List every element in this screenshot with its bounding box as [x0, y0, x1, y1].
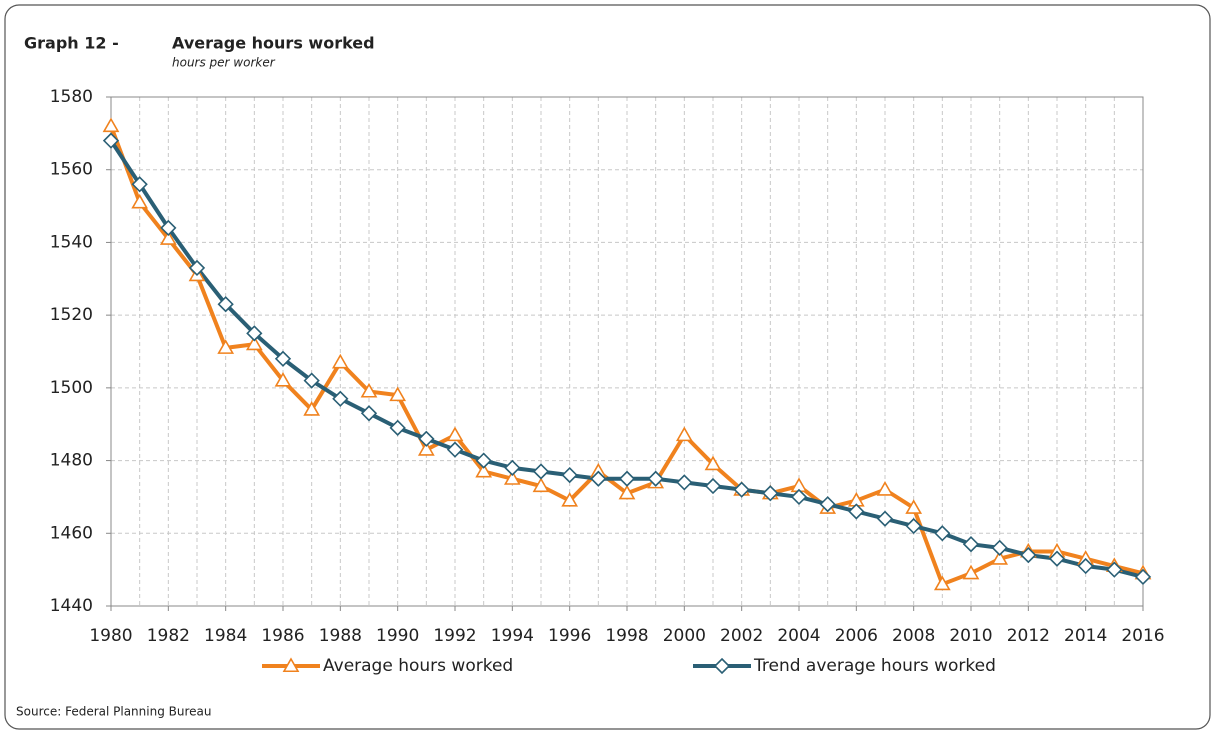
plot-border: [110, 96, 1144, 607]
triangle-marker: [446, 426, 464, 442]
triangle-marker: [282, 657, 300, 673]
diamond-marker: [332, 390, 349, 407]
x-tick-label: 1990: [376, 626, 419, 646]
triangle-marker: [360, 382, 378, 398]
triangle-marker: [618, 484, 636, 500]
x-tick-label: 1986: [261, 626, 304, 646]
diamond-marker: [188, 259, 206, 277]
triangle-marker: [876, 481, 894, 496]
x-tick-label: 2012: [1007, 626, 1050, 646]
diamond-marker: [446, 441, 464, 458]
triangle-marker: [274, 371, 292, 387]
x-tick-label: 1998: [605, 626, 648, 646]
x-tick-label: 2010: [949, 626, 992, 646]
diamond-marker: [561, 466, 578, 484]
triangle-marker: [905, 499, 923, 514]
x-tick-label: 2002: [720, 626, 763, 646]
diamond-marker: [1106, 561, 1123, 578]
diamond-marker: [905, 517, 922, 535]
diamond-marker: [991, 539, 1008, 556]
x-tick-label: 1988: [319, 626, 362, 646]
triangle-marker: [159, 230, 177, 245]
y-tick-label: 1520: [50, 305, 93, 325]
diamond-marker: [590, 470, 607, 487]
diamond-marker: [713, 657, 731, 675]
triangle-marker: [704, 455, 722, 471]
diamond-marker: [160, 219, 177, 237]
diamond-marker: [848, 503, 865, 520]
diamond-marker: [1134, 568, 1152, 586]
x-tick-label: 1992: [433, 626, 476, 646]
legend-label: Average hours worked: [323, 656, 513, 676]
triangle-marker: [933, 575, 951, 591]
y-tick-label: 1580: [50, 87, 93, 107]
triangle-marker: [131, 193, 149, 209]
triangle-marker: [389, 386, 407, 402]
diamond-marker: [676, 474, 693, 491]
triangle-marker: [245, 335, 263, 351]
triangle-marker: [675, 426, 693, 442]
diamond-marker: [389, 419, 406, 436]
diamond-marker: [704, 477, 722, 495]
diamond-marker: [647, 470, 664, 487]
triangle-marker: [475, 462, 493, 478]
chart-title-prefix: Graph 12 -: [24, 34, 119, 53]
x-tick-label: 2006: [835, 626, 878, 646]
diamond-marker: [504, 459, 521, 476]
x-tick-label: 1984: [204, 626, 247, 646]
triangle-marker: [303, 401, 321, 416]
triangle-marker: [532, 477, 550, 493]
diamond-marker: [532, 463, 550, 480]
x-tick-label: 1982: [147, 626, 190, 646]
diamond-marker: [733, 481, 750, 498]
diamond-marker: [274, 350, 292, 367]
y-tick-label: 1440: [50, 596, 93, 616]
diamond-marker: [962, 536, 980, 553]
x-tick-label: 2014: [1064, 626, 1107, 646]
diamond-marker: [876, 510, 894, 527]
x-tick-label: 2008: [892, 626, 935, 646]
diamond-marker: [418, 430, 435, 447]
triangle-marker: [991, 550, 1009, 565]
diamond-marker: [217, 296, 234, 313]
diamond-marker: [1077, 557, 1094, 575]
x-tick-label: 2004: [777, 626, 820, 646]
x-tick-label: 1994: [491, 626, 534, 646]
triangle-marker: [417, 441, 435, 456]
x-tick-label: 1996: [548, 626, 591, 646]
diamond-marker: [618, 470, 636, 487]
diamond-marker: [475, 452, 492, 469]
diamond-marker: [762, 485, 779, 502]
diamond-marker: [934, 525, 951, 542]
diamond-marker: [360, 405, 378, 422]
triangle-marker: [102, 117, 120, 133]
diamond-marker: [790, 488, 808, 506]
legend-label: Trend average hours worked: [753, 656, 996, 676]
y-tick-label: 1480: [50, 451, 93, 471]
y-tick-label: 1460: [50, 523, 93, 543]
diamond-marker: [131, 176, 148, 193]
y-tick-label: 1500: [50, 378, 93, 398]
triangle-marker: [331, 353, 349, 369]
diamond-marker: [1020, 546, 1037, 564]
chart-title: Average hours worked: [172, 34, 375, 53]
diamond-marker: [819, 496, 836, 513]
diamond-marker: [303, 372, 320, 389]
diamond-marker: [102, 132, 120, 149]
x-tick-label: 1980: [89, 626, 132, 646]
diamond-marker: [246, 325, 263, 342]
x-tick-label: 2000: [663, 626, 706, 646]
y-tick-label: 1560: [50, 160, 93, 180]
y-tick-label: 1540: [50, 232, 93, 252]
triangle-marker: [503, 470, 521, 485]
x-tick-label: 2016: [1121, 626, 1164, 646]
triangle-marker: [217, 339, 235, 354]
triangle-marker: [962, 564, 980, 580]
source: Source: Federal Planning Bureau: [16, 705, 212, 719]
diamond-marker: [1048, 550, 1066, 567]
chart-subtitle: hours per worker: [172, 56, 276, 70]
triangle-marker: [561, 491, 579, 507]
